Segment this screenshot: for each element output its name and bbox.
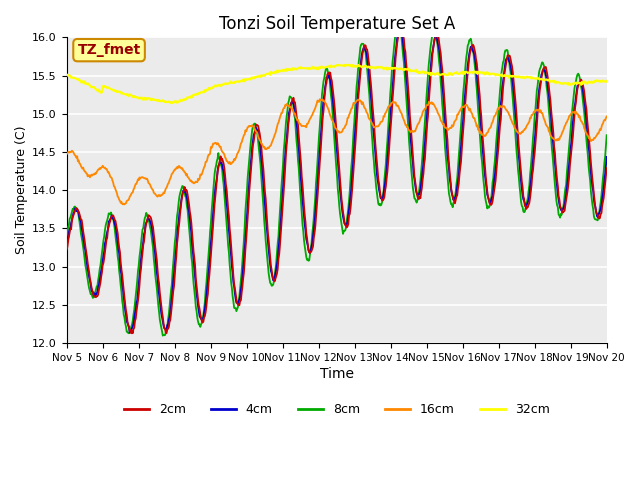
16cm — [316, 96, 324, 102]
4cm — [129, 324, 136, 329]
16cm — [420, 108, 428, 114]
Line: 8cm: 8cm — [67, 22, 607, 336]
16cm — [404, 124, 412, 130]
8cm — [63, 234, 70, 240]
8cm — [404, 114, 412, 120]
2cm — [397, 24, 404, 30]
2cm — [212, 185, 220, 191]
2cm — [129, 330, 136, 336]
Line: 32cm: 32cm — [67, 65, 607, 103]
4cm — [396, 27, 404, 33]
8cm — [128, 322, 136, 327]
4cm — [72, 208, 80, 214]
32cm — [63, 72, 70, 77]
32cm — [404, 67, 412, 72]
8cm — [159, 333, 166, 338]
4cm — [184, 199, 191, 204]
4cm — [212, 180, 220, 186]
16cm — [120, 202, 128, 207]
Line: 4cm: 4cm — [67, 30, 607, 333]
4cm — [126, 330, 134, 336]
32cm — [603, 79, 611, 84]
16cm — [72, 155, 80, 160]
8cm — [212, 163, 220, 168]
2cm — [184, 192, 191, 197]
2cm — [63, 247, 70, 252]
32cm — [342, 62, 350, 68]
4cm — [420, 161, 428, 167]
8cm — [395, 19, 403, 25]
32cm — [212, 83, 220, 88]
Title: Tonzi Soil Temperature Set A: Tonzi Soil Temperature Set A — [218, 15, 455, 33]
16cm — [184, 174, 191, 180]
2cm — [72, 205, 80, 211]
4cm — [404, 90, 412, 96]
8cm — [603, 132, 611, 138]
16cm — [129, 190, 136, 195]
16cm — [63, 151, 70, 157]
8cm — [72, 205, 80, 211]
Line: 16cm: 16cm — [67, 99, 607, 204]
2cm — [128, 328, 136, 334]
32cm — [128, 94, 136, 99]
2cm — [420, 171, 428, 177]
Line: 2cm: 2cm — [67, 27, 607, 333]
8cm — [420, 140, 428, 145]
2cm — [404, 79, 412, 84]
32cm — [184, 94, 191, 100]
2cm — [603, 165, 611, 171]
4cm — [63, 243, 70, 249]
16cm — [212, 140, 220, 146]
16cm — [603, 114, 611, 120]
Legend: 2cm, 4cm, 8cm, 16cm, 32cm: 2cm, 4cm, 8cm, 16cm, 32cm — [119, 398, 555, 421]
32cm — [168, 100, 175, 106]
32cm — [72, 76, 80, 82]
4cm — [603, 154, 611, 160]
Y-axis label: Soil Temperature (C): Soil Temperature (C) — [15, 126, 28, 254]
32cm — [420, 69, 428, 75]
Text: TZ_fmet: TZ_fmet — [77, 43, 141, 57]
X-axis label: Time: Time — [319, 367, 354, 381]
8cm — [184, 207, 191, 213]
